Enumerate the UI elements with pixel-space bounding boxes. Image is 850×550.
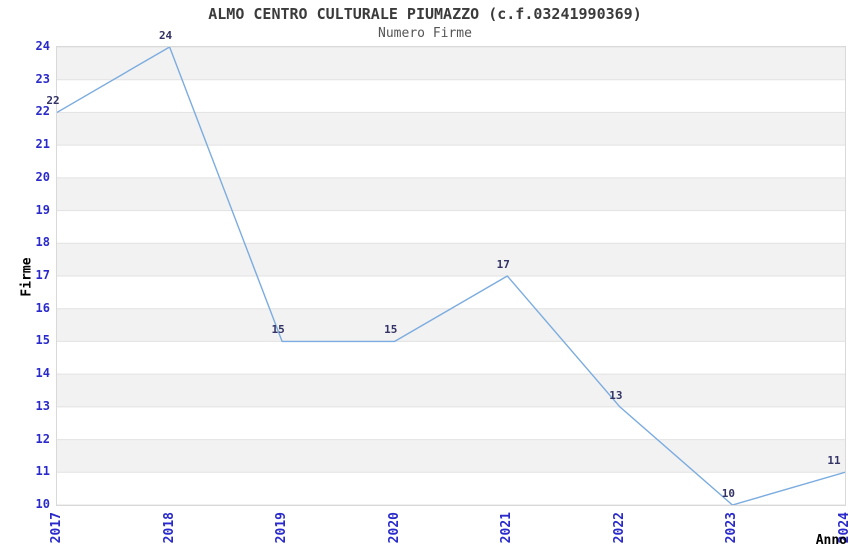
point-value-label: 11 bbox=[827, 454, 841, 468]
point-value-label: 13 bbox=[609, 388, 623, 402]
alt-row-band bbox=[57, 308, 845, 342]
y-tick-label: 15 bbox=[35, 333, 50, 348]
y-tick-label: 10 bbox=[35, 497, 50, 511]
alt-row-band bbox=[57, 177, 845, 211]
x-axis-label: Anno bbox=[815, 533, 847, 548]
y-tick-label: 16 bbox=[35, 300, 50, 315]
x-tick-label: 2023 bbox=[724, 512, 740, 544]
x-tick-label: 2021 bbox=[499, 512, 515, 544]
y-axis-label: Firme bbox=[19, 257, 35, 297]
point-value-label: 17 bbox=[496, 258, 510, 271]
x-tick-label: 2019 bbox=[274, 512, 290, 544]
plot-area bbox=[56, 46, 846, 506]
y-tick-label: 13 bbox=[35, 398, 50, 413]
point-value-label: 22 bbox=[46, 94, 60, 108]
series-line bbox=[57, 47, 845, 505]
chart-title: ALMO CENTRO CULTURALE PIUMAZZO (c.f.0324… bbox=[208, 5, 642, 23]
y-tick-label: 24 bbox=[35, 39, 50, 53]
y-tick-label: 11 bbox=[35, 464, 50, 479]
alt-row-band bbox=[57, 47, 845, 80]
chart-subtitle: Numero Firme bbox=[378, 26, 472, 41]
y-tick-label: 20 bbox=[35, 169, 50, 184]
x-tick-label: 2018 bbox=[161, 512, 177, 544]
y-tick-label: 19 bbox=[35, 202, 50, 217]
x-tick-label: 2020 bbox=[386, 512, 402, 544]
point-value-label: 10 bbox=[721, 487, 736, 500]
line-chart-svg bbox=[57, 47, 845, 505]
alt-row-band bbox=[57, 374, 845, 407]
alt-row-band bbox=[57, 112, 845, 146]
y-tick-label: 17 bbox=[35, 268, 50, 282]
x-tick-label: 2022 bbox=[611, 512, 627, 544]
y-tick-label: 14 bbox=[35, 366, 50, 381]
y-tick-label: 12 bbox=[35, 431, 50, 446]
point-value-label: 15 bbox=[271, 323, 285, 337]
x-tick-label: 2017 bbox=[49, 512, 64, 544]
point-value-label: 24 bbox=[158, 29, 173, 42]
point-value-label: 15 bbox=[384, 323, 398, 337]
alt-row-band bbox=[57, 243, 845, 276]
y-tick-label: 18 bbox=[35, 235, 50, 250]
y-tick-label: 22 bbox=[35, 104, 50, 119]
alt-row-band bbox=[57, 439, 845, 473]
y-tick-label: 21 bbox=[35, 137, 50, 152]
y-tick-label: 23 bbox=[35, 71, 50, 86]
